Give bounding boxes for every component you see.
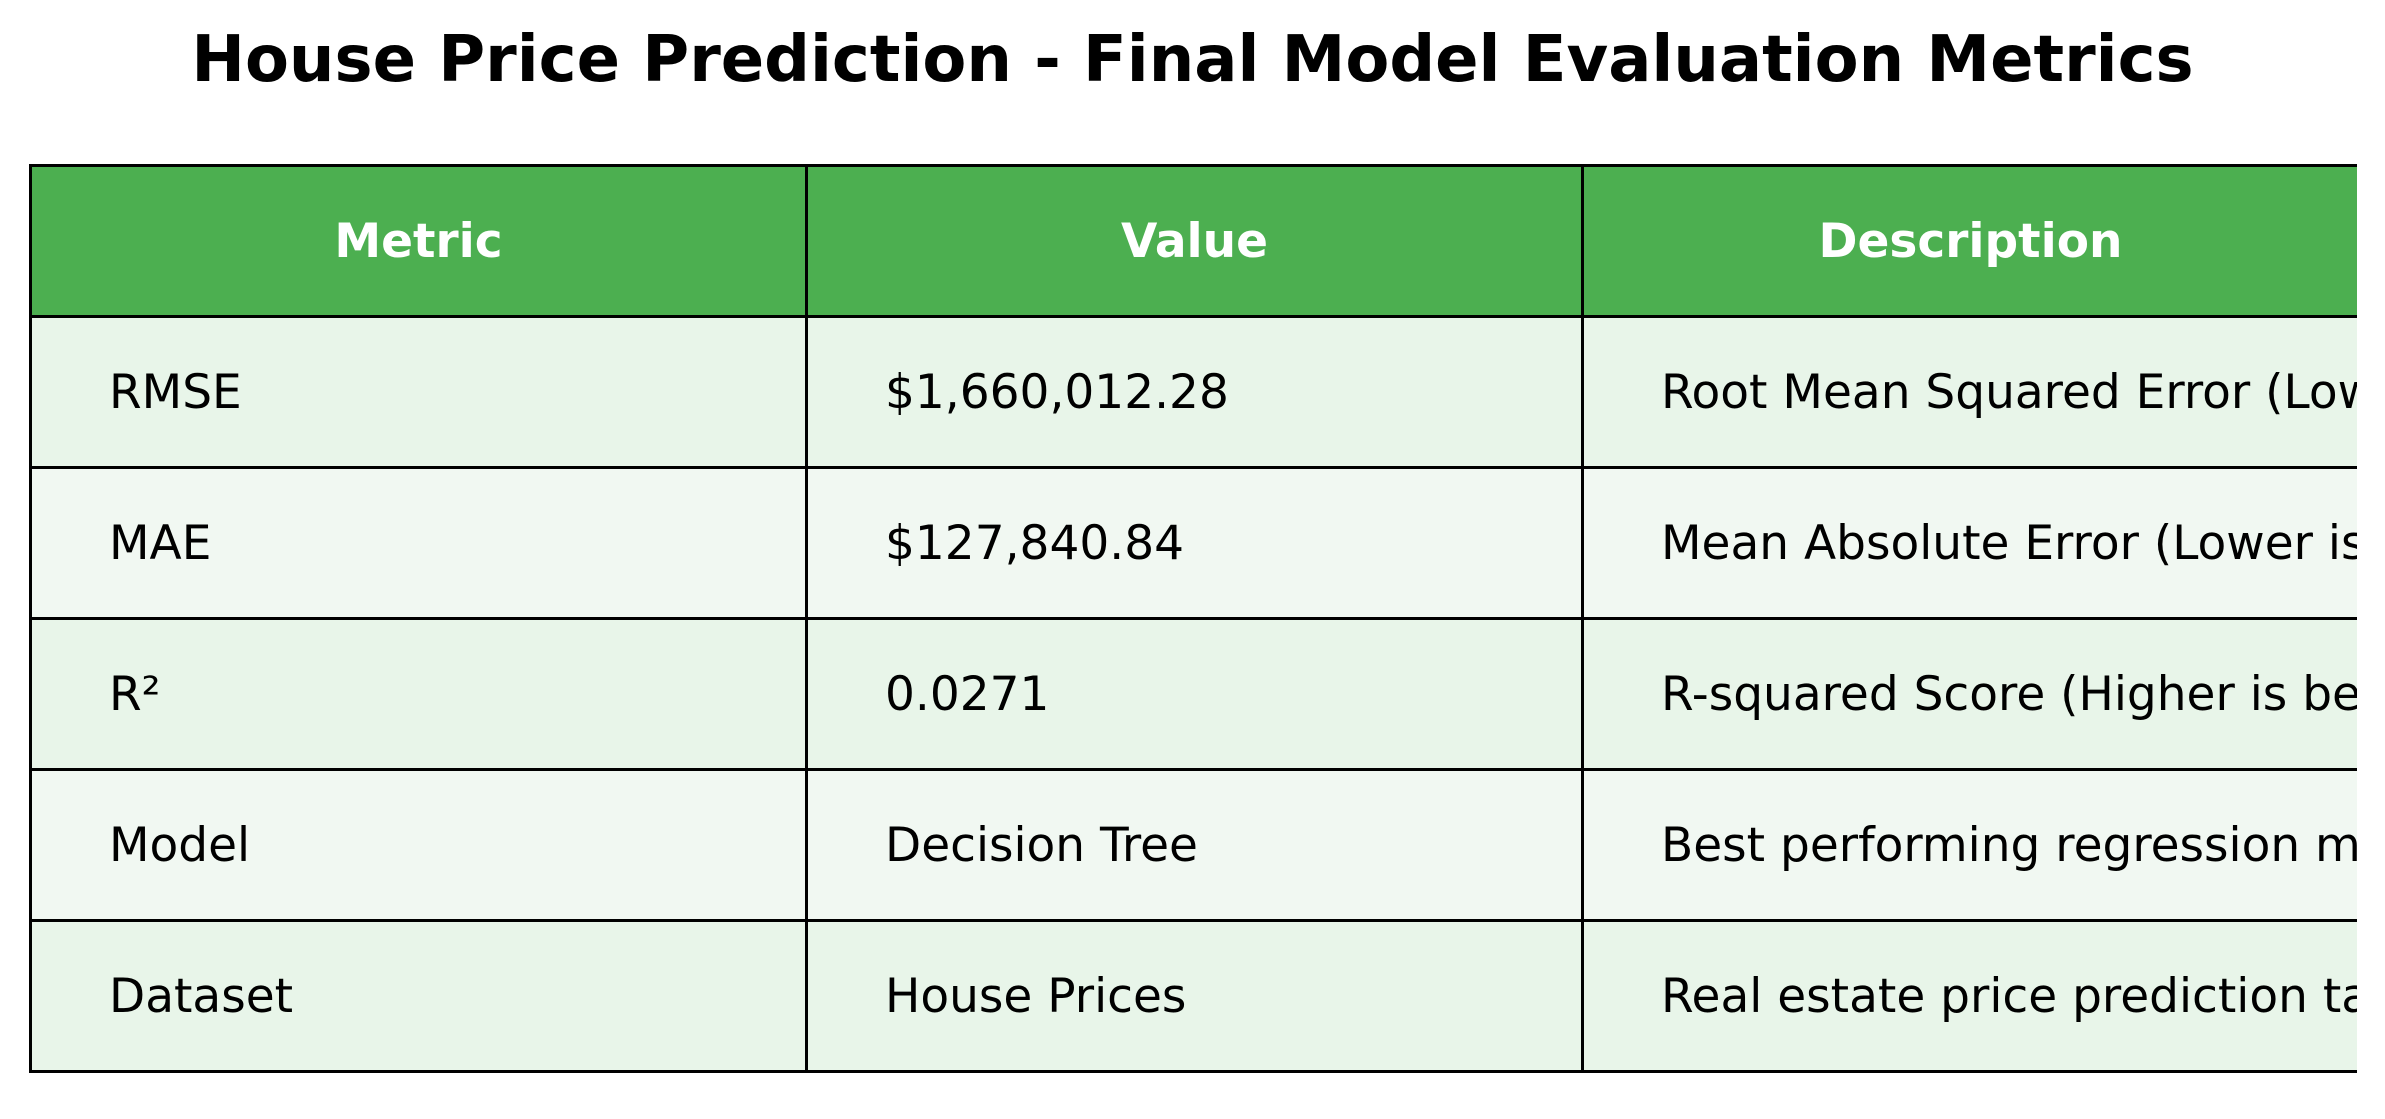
metric-cell: R² [29,617,808,771]
metrics-table-container: Metric Value Description RMSE $1,660,012… [29,164,2357,1090]
value-cell: $1,660,012.28 [805,315,1584,469]
value-cell: House Prices [805,919,1584,1073]
description-cell: Mean Absolute Error (Lower is better) [1581,466,2357,620]
header-row: Metric Value Description [29,164,2357,318]
description-cell: R-squared Score (Higher is better) [1581,617,2357,771]
column-header-description: Description [1581,164,2357,318]
description-cell: Best performing regression model [1581,768,2357,922]
metric-cell: RMSE [29,315,808,469]
metric-cell: Dataset [29,919,808,1073]
value-cell: $127,840.84 [805,466,1584,620]
table-row: R² 0.0271 R-squared Score (Higher is bet… [29,617,2357,771]
value-cell: 0.0271 [805,617,1584,771]
metric-cell: Model [29,768,808,922]
description-cell: Real estate price prediction task [1581,919,2357,1073]
table-row: Dataset House Prices Real estate price p… [29,919,2357,1073]
table-row: RMSE $1,660,012.28 Root Mean Squared Err… [29,315,2357,469]
metrics-table: Metric Value Description RMSE $1,660,012… [29,164,2357,1073]
table-row: Model Decision Tree Best performing regr… [29,768,2357,922]
column-header-value: Value [805,164,1584,318]
description-cell: Root Mean Squared Error (Lower is better… [1581,315,2357,469]
metric-cell: MAE [29,466,808,620]
table-row: MAE $127,840.84 Mean Absolute Error (Low… [29,466,2357,620]
column-header-metric: Metric [29,164,808,318]
chart-title: House Price Prediction - Final Model Eva… [191,23,2194,97]
value-cell: Decision Tree [805,768,1584,922]
